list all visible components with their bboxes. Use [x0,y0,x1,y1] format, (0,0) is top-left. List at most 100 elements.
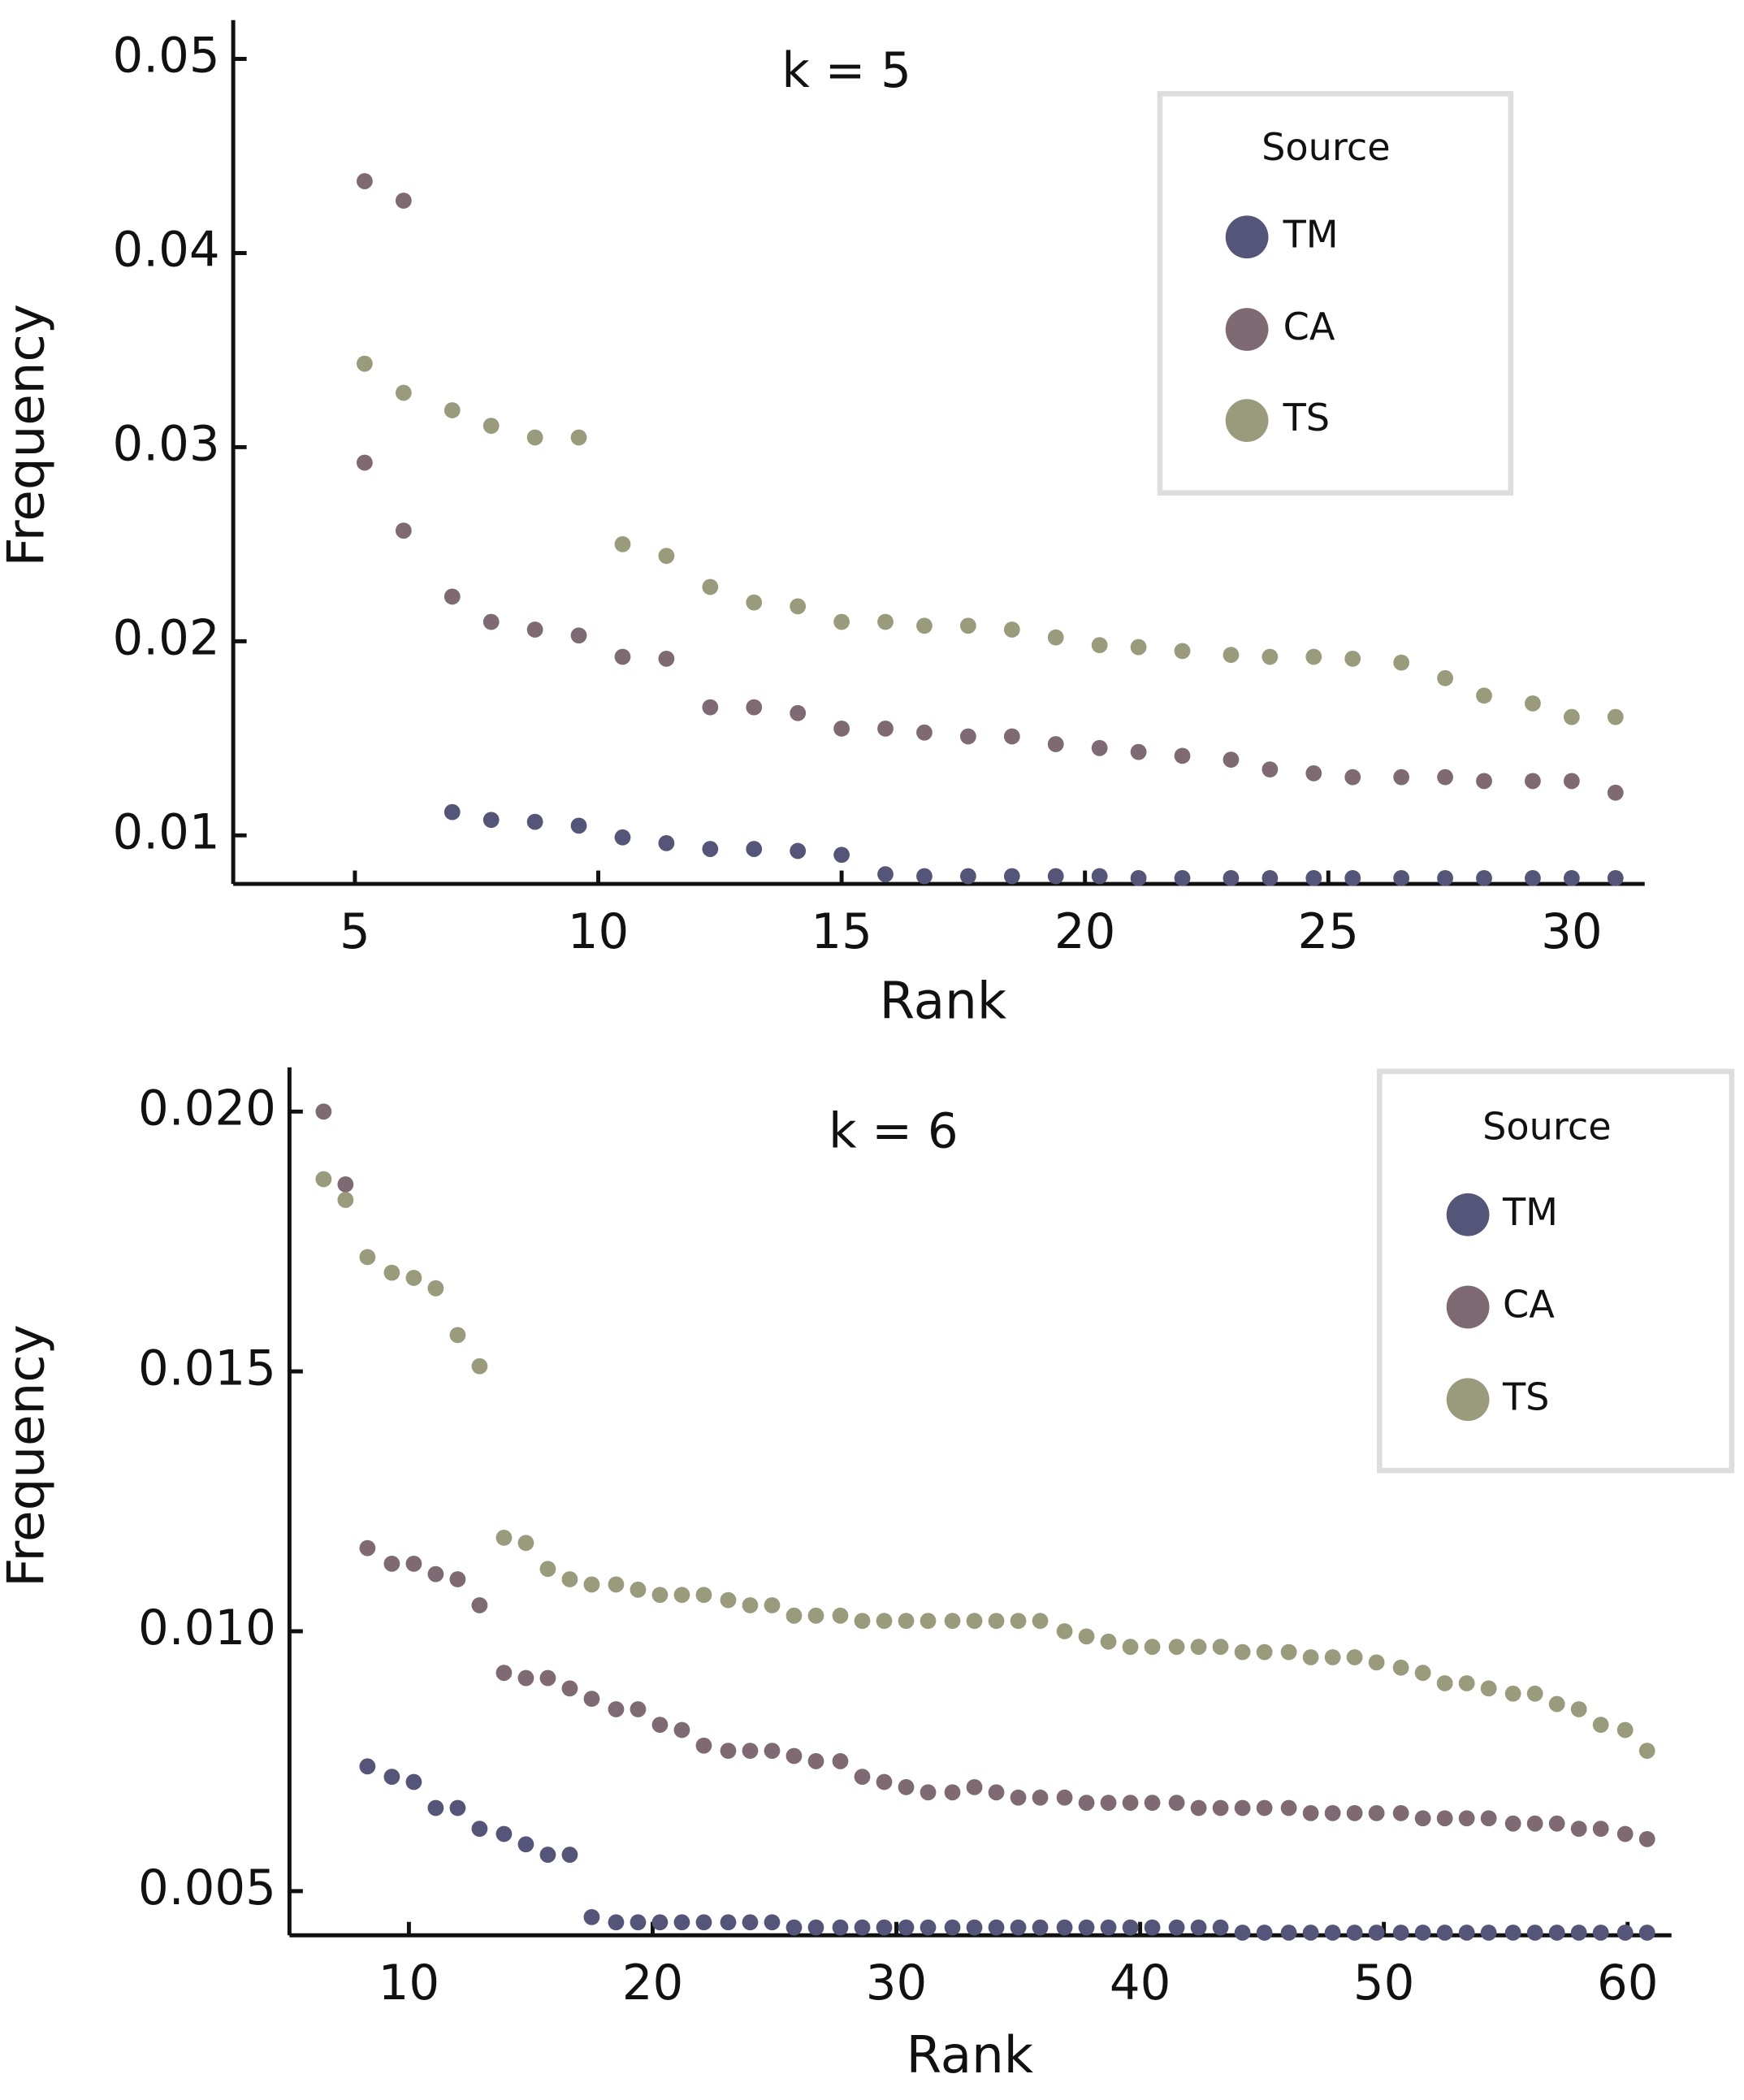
data-point [1414,1925,1431,1941]
data-point [526,429,543,446]
data-point [1392,1925,1409,1941]
data-point [1476,687,1492,704]
data-point [1212,1639,1229,1656]
data-point [1480,1925,1497,1941]
data-point [1526,1685,1543,1702]
data-point [1305,870,1322,886]
data-point [1563,773,1580,790]
data-point [764,1914,781,1931]
data-point [785,1919,803,1936]
data-point [1607,870,1624,886]
data-point [357,173,373,189]
data-point [944,1613,961,1630]
data-point [614,829,631,846]
x-axis-label: Rank [907,2025,1034,2085]
data-point [561,1680,578,1697]
data-point [1526,1815,1543,1832]
data-point [483,418,500,435]
data-point [1305,764,1322,782]
data-point [695,1587,712,1604]
data-point [337,1192,354,1208]
x-tick-label: 20 [622,1955,684,2011]
data-point [483,812,500,829]
data-point [405,1555,422,1572]
legend-swatch [1446,1285,1490,1329]
data-point [790,704,807,721]
chart-title: k = 5 [781,42,911,98]
data-point [658,548,675,565]
data-point [1458,1810,1475,1827]
data-point [920,1784,937,1801]
data-point [1414,1810,1431,1827]
data-point [746,594,763,611]
data-point [395,193,412,209]
data-point [630,1581,647,1598]
data-point [742,1743,759,1760]
data-point [1190,1799,1207,1816]
data-point [1010,1919,1027,1936]
data-point [876,1773,893,1790]
data-point [1504,1925,1521,1941]
data-point [427,1799,444,1816]
data-point [1190,1639,1207,1656]
data-point [630,1914,647,1931]
data-point [832,1753,849,1769]
data-point [807,1607,824,1624]
data-point [1570,1925,1587,1941]
data-point [1122,1795,1139,1811]
data-point [833,721,850,737]
data-point [471,1597,488,1613]
data-point [1616,1825,1634,1842]
legend-box [1157,91,1514,496]
data-point [583,1576,600,1593]
data-point [1616,1925,1634,1941]
data-point [1091,637,1108,654]
data-point [832,1919,849,1936]
legend-label: CA [1283,305,1335,349]
data-point [1174,870,1191,886]
data-point [1047,736,1064,752]
data-point [1480,1680,1497,1697]
data-point [898,1779,915,1795]
data-point [1414,1665,1431,1682]
data-point [630,1701,647,1717]
data-point [1280,1643,1297,1661]
data-point [1032,1789,1049,1806]
data-point [1174,747,1191,764]
data-point [517,1535,534,1552]
data-point [1392,1659,1409,1676]
data-point [651,1587,669,1604]
data-point [1458,1675,1475,1691]
data-point [1344,650,1361,667]
data-point [833,613,850,630]
data-point [1324,1649,1341,1665]
data-point [720,1743,737,1760]
y-tick-label: 0.03 [113,416,220,472]
data-point [1234,1799,1251,1816]
data-point [383,1769,400,1786]
data-point [1256,1643,1273,1661]
data-point [1056,1789,1073,1806]
data-point [1003,728,1020,745]
data-point [526,621,543,638]
y-tick-label: 0.005 [138,1860,276,1916]
data-point [383,1264,400,1281]
data-point [1091,868,1108,885]
data-point [988,1613,1005,1630]
data-point [483,613,500,630]
x-tick-label: 20 [1054,903,1116,959]
data-point [1100,1633,1117,1650]
data-point [383,1555,400,1572]
data-point [944,1919,961,1936]
data-point [695,1737,712,1754]
data-point [1476,870,1492,886]
data-point [959,728,976,745]
data-point [1437,870,1453,886]
legend-label: TS [1502,1375,1550,1418]
data-point [916,868,933,885]
data-point [1324,1805,1341,1821]
data-point [471,1821,488,1837]
data-point [1100,1795,1117,1811]
data-point [833,846,850,864]
